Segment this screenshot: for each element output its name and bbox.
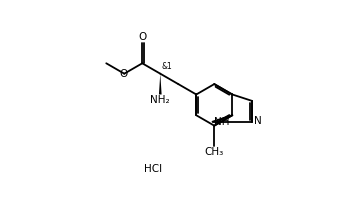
Text: NH: NH xyxy=(214,117,230,127)
Polygon shape xyxy=(159,74,161,95)
Text: N: N xyxy=(254,116,261,126)
Text: HCl: HCl xyxy=(143,164,162,174)
Text: CH₃: CH₃ xyxy=(205,147,224,157)
Text: NH₂: NH₂ xyxy=(151,95,170,105)
Text: &1: &1 xyxy=(162,62,173,71)
Text: O: O xyxy=(138,32,147,42)
Text: O: O xyxy=(119,69,128,79)
